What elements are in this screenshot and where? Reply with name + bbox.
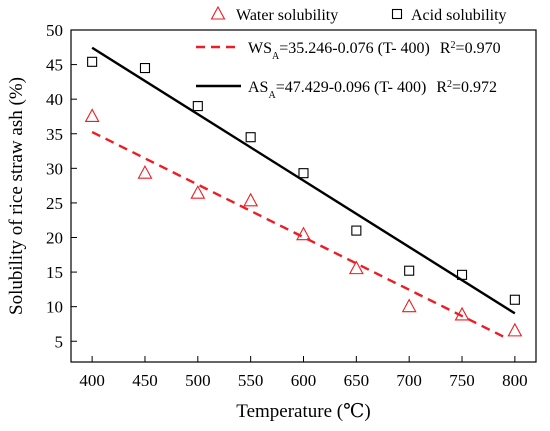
legend-water-marker: [210, 5, 226, 20]
legend-water-fit-equation: WSA=35.246-0.076 (T- 400) R2=0.970: [248, 40, 501, 62]
y-axis-label: Solubility of rice straw ash (%): [6, 77, 27, 315]
legend-water-label: Water solubility: [236, 7, 338, 24]
acid-solubility-point: [87, 56, 98, 67]
y-tick-label: 35: [46, 125, 63, 144]
y-tick-label: 10: [46, 298, 63, 317]
legend-acid-marker: [391, 8, 403, 20]
x-tick-label: 400: [79, 371, 105, 390]
y-tick-label: 25: [46, 194, 63, 213]
water-solubility-point: [296, 226, 311, 241]
x-tick-label: 450: [132, 371, 158, 390]
x-tick-label: 700: [396, 371, 422, 390]
acid-solubility-point: [298, 168, 309, 179]
acid-solubility-point: [404, 265, 415, 276]
y-tick-label: 15: [46, 263, 63, 282]
acid-solubility-point: [192, 101, 203, 112]
axes: 400 450 500 550 600 650 700 750 800 5 10 15 20 25 30 35…: [46, 21, 537, 390]
data-points: [84, 56, 523, 337]
x-tick-label: 600: [291, 371, 317, 390]
water-solubility-point: [507, 322, 523, 337]
x-axis-label: Temperature (℃): [236, 401, 370, 422]
water-solubility-point: [454, 306, 470, 321]
y-tick-label: 45: [46, 56, 63, 75]
acid-solubility-point: [351, 225, 362, 236]
water-solubility-point: [401, 298, 417, 313]
fit-lines: [91, 46, 516, 339]
water-fit-line: [91, 130, 505, 339]
water-solubility-point: [137, 165, 153, 179]
legend-acid-fit-equation: ASA=47.429-0.096 (T- 400) R2=0.972: [248, 79, 497, 101]
acid-solubility-point: [245, 132, 256, 143]
x-tick-label: 500: [185, 371, 211, 390]
x-tick-label: 650: [344, 371, 370, 390]
water-solubility-point: [84, 108, 100, 123]
x-tick-label: 800: [502, 371, 528, 390]
acid-fit-line: [91, 46, 516, 315]
y-tick-label: 40: [46, 90, 63, 109]
water-solubility-point: [243, 192, 259, 207]
acid-solubility-point: [456, 269, 468, 280]
legend: Water solubility Acid solubility WSA=35.24…: [196, 5, 507, 101]
y-tick-label: 50: [46, 21, 63, 40]
acid-solubility-point: [509, 294, 520, 305]
x-tick-label: 550: [238, 371, 264, 390]
legend-acid-label: Acid solubility: [411, 7, 507, 24]
water-solubility-point: [348, 260, 364, 275]
x-tick-label: 750: [449, 371, 475, 390]
acid-solubility-point: [139, 62, 151, 74]
y-tick-label: 20: [46, 229, 63, 248]
y-tick-label: 5: [55, 332, 64, 351]
water-solubility-point: [190, 185, 206, 199]
y-tick-label: 30: [46, 159, 63, 178]
